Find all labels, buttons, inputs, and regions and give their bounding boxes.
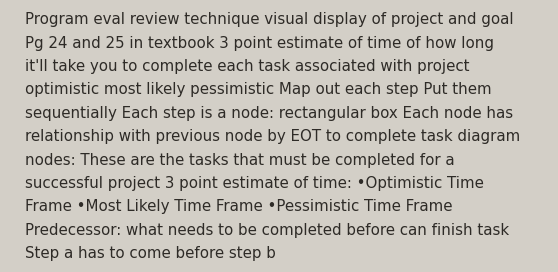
- Text: Frame •Most Likely Time Frame •Pessimistic Time Frame: Frame •Most Likely Time Frame •Pessimist…: [25, 199, 453, 214]
- Text: sequentially Each step is a node: rectangular box Each node has: sequentially Each step is a node: rectan…: [25, 106, 513, 121]
- Text: relationship with previous node by EOT to complete task diagram: relationship with previous node by EOT t…: [25, 129, 521, 144]
- Text: Step a has to come before step b: Step a has to come before step b: [25, 246, 276, 261]
- Text: Program eval review technique visual display of project and goal: Program eval review technique visual dis…: [25, 12, 514, 27]
- Text: optimistic most likely pessimistic Map out each step Put them: optimistic most likely pessimistic Map o…: [25, 82, 492, 97]
- Text: successful project 3 point estimate of time: •Optimistic Time: successful project 3 point estimate of t…: [25, 176, 484, 191]
- Text: it'll take you to complete each task associated with project: it'll take you to complete each task ass…: [25, 59, 470, 74]
- Text: Predecessor: what needs to be completed before can finish task: Predecessor: what needs to be completed …: [25, 223, 509, 238]
- Text: Pg 24 and 25 in textbook 3 point estimate of time of how long: Pg 24 and 25 in textbook 3 point estimat…: [25, 36, 494, 51]
- Text: nodes: These are the tasks that must be completed for a: nodes: These are the tasks that must be …: [25, 153, 455, 168]
